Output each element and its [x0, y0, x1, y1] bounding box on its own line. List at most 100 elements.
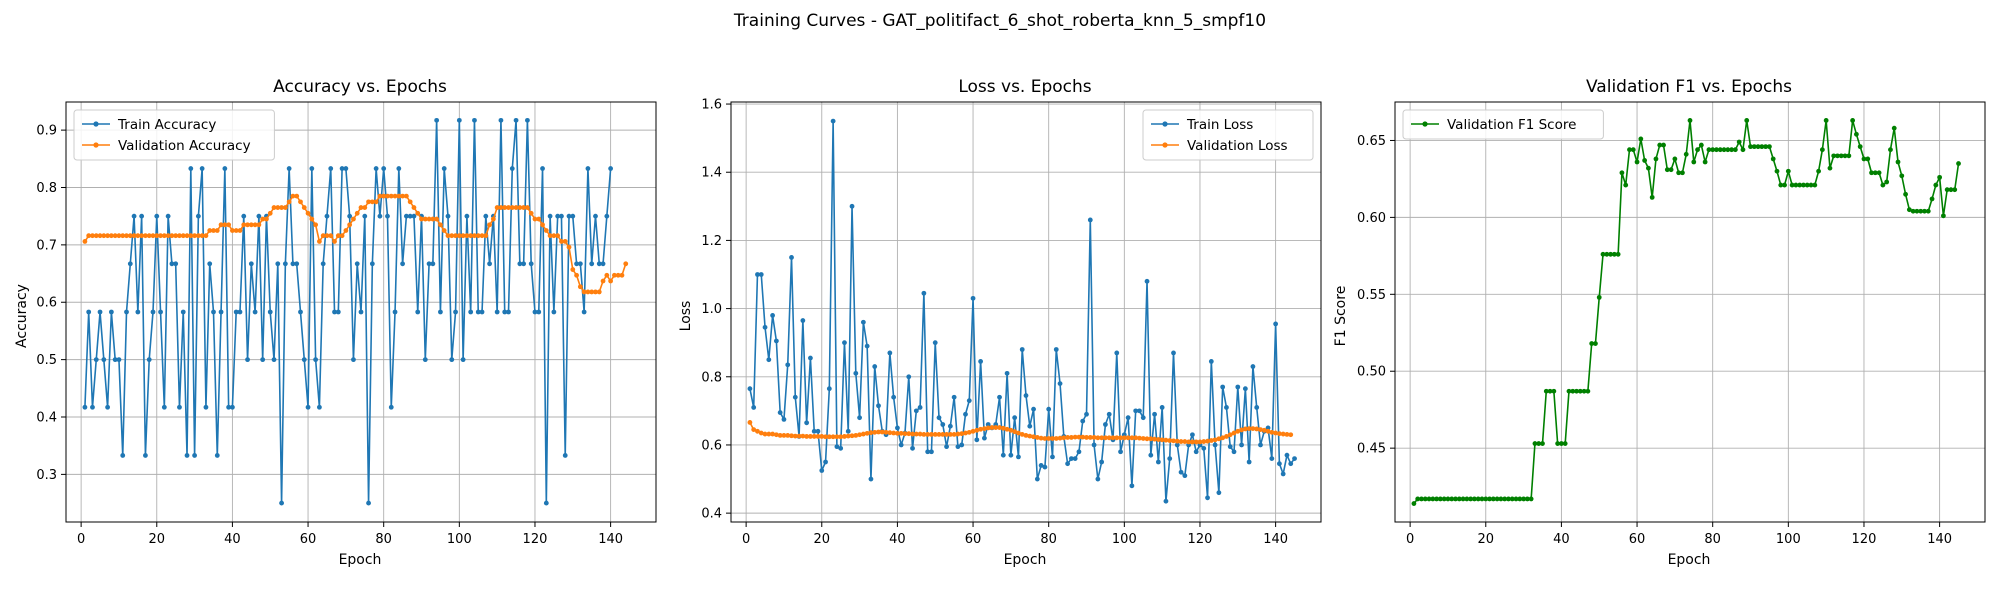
validation-loss-point [1091, 435, 1097, 440]
train-accuracy-point [577, 261, 583, 267]
train-loss-point [1171, 350, 1176, 356]
validation-f1-score-point [1797, 182, 1803, 188]
loss-x-tick-label: 20 [813, 532, 830, 547]
train-loss-point [1273, 321, 1279, 327]
validation-accuracy-point [472, 233, 477, 239]
train-accuracy-point [472, 117, 477, 123]
validation-loss-point [781, 433, 787, 438]
train-loss-point [1099, 459, 1105, 465]
validation-accuracy-point [422, 216, 428, 222]
train-accuracy-point [305, 404, 311, 410]
loss-panel-title: Loss vs. Epochs [958, 77, 1091, 97]
validation-loss-point [819, 434, 825, 439]
train-accuracy-point [532, 309, 538, 315]
validation-f1-score-point [1453, 496, 1458, 502]
validation-loss-point [1171, 438, 1176, 444]
train-accuracy-point [207, 261, 213, 267]
train-loss-point [819, 468, 825, 473]
train-accuracy-point [298, 309, 303, 315]
validation-accuracy-point [502, 205, 508, 210]
validation-loss-point [1182, 439, 1188, 444]
train-accuracy-point [570, 213, 576, 219]
loss-y-tick-label: 0.8 [701, 370, 722, 385]
validation-loss-point [921, 431, 927, 437]
train-accuracy-point [358, 309, 364, 315]
validation-f1-score-point [1804, 182, 1810, 188]
f1-x-tick-label: 0 [1406, 532, 1414, 547]
validation-f1-score-point [1857, 144, 1863, 150]
train-loss-point [1129, 483, 1135, 489]
accuracy-x-tick-label: 140 [598, 532, 623, 547]
f1-x-axis-label: Epoch [1668, 552, 1711, 568]
validation-f1-score-point [1740, 147, 1746, 153]
train-accuracy-point [275, 261, 281, 267]
train-loss-point [762, 324, 768, 330]
validation-accuracy-point [589, 289, 595, 295]
f1-x-tick-label: 120 [1852, 532, 1877, 547]
validation-f1-score-point [1585, 388, 1591, 394]
train-accuracy-point [566, 213, 572, 219]
validation-accuracy-point [623, 261, 629, 267]
train-accuracy-point [317, 404, 322, 410]
train-accuracy-point [309, 166, 315, 171]
train-accuracy-point [547, 213, 553, 219]
train-accuracy-point [139, 213, 145, 219]
train-accuracy-point [464, 213, 470, 219]
train-accuracy-point [301, 357, 307, 363]
validation-loss-point [925, 431, 931, 437]
validation-loss-point [838, 434, 844, 440]
validation-f1-score-point [1532, 441, 1538, 446]
validation-loss-point [1231, 430, 1237, 436]
train-accuracy-point [551, 309, 557, 315]
loss-x-tick-label: 120 [1188, 532, 1213, 547]
validation-accuracy-point [385, 193, 390, 199]
train-loss-point [1239, 442, 1244, 448]
validation-accuracy-point [237, 228, 243, 233]
train-accuracy-point [589, 261, 595, 267]
train-accuracy-point [366, 500, 371, 506]
validation-accuracy-point [438, 222, 443, 228]
train-loss-point [838, 445, 844, 451]
validation-f1-score-point [1698, 142, 1704, 148]
train-loss-point [1068, 456, 1074, 461]
loss-y-tick-label: 1.0 [701, 302, 722, 317]
train-accuracy-point [343, 166, 349, 171]
train-accuracy-point [347, 213, 353, 219]
f1-y-tick-label: 0.65 [1357, 134, 1386, 149]
validation-loss-point [929, 431, 934, 437]
validation-loss-point [959, 431, 965, 437]
validation-f1-score-point [1812, 182, 1818, 188]
train-loss-point [1201, 445, 1207, 451]
train-loss-point [1008, 452, 1014, 458]
validation-loss-point [1072, 434, 1078, 440]
validation-loss-point [1224, 434, 1229, 439]
train-accuracy-point [93, 357, 99, 363]
loss-axes-frame [730, 101, 1322, 523]
validation-loss-point [1114, 435, 1120, 441]
validation-f1-score-point [1793, 182, 1799, 188]
train-loss-point [1288, 461, 1294, 467]
validation-f1-score-point [1903, 191, 1908, 197]
validation-loss-point [1254, 426, 1260, 432]
validation-accuracy-point [354, 210, 360, 216]
validation-loss-point [864, 430, 870, 436]
validation-accuracy-point [252, 222, 258, 228]
validation-f1-score-point [1755, 144, 1761, 150]
train-loss-point [1076, 449, 1082, 455]
train-accuracy-point [332, 309, 337, 315]
validation-f1-score-point [1528, 496, 1534, 502]
validation-accuracy-point [347, 222, 353, 228]
accuracy-legend [73, 109, 275, 161]
validation-f1-score-point [1872, 170, 1878, 176]
train-loss-point [921, 290, 927, 296]
loss-y-tick-label: 1.6 [701, 98, 722, 113]
validation-accuracy-point [600, 278, 606, 284]
validation-accuracy-point [120, 233, 126, 239]
loss-x-axis-label: Epoch [1004, 552, 1047, 568]
validation-f1-score-point [1695, 147, 1700, 153]
validation-loss-point [1284, 431, 1290, 437]
train-loss-point [947, 423, 953, 429]
validation-f1-score-point [1411, 501, 1417, 506]
validation-f1-score-point [1725, 147, 1731, 153]
train-accuracy-point [177, 404, 182, 410]
